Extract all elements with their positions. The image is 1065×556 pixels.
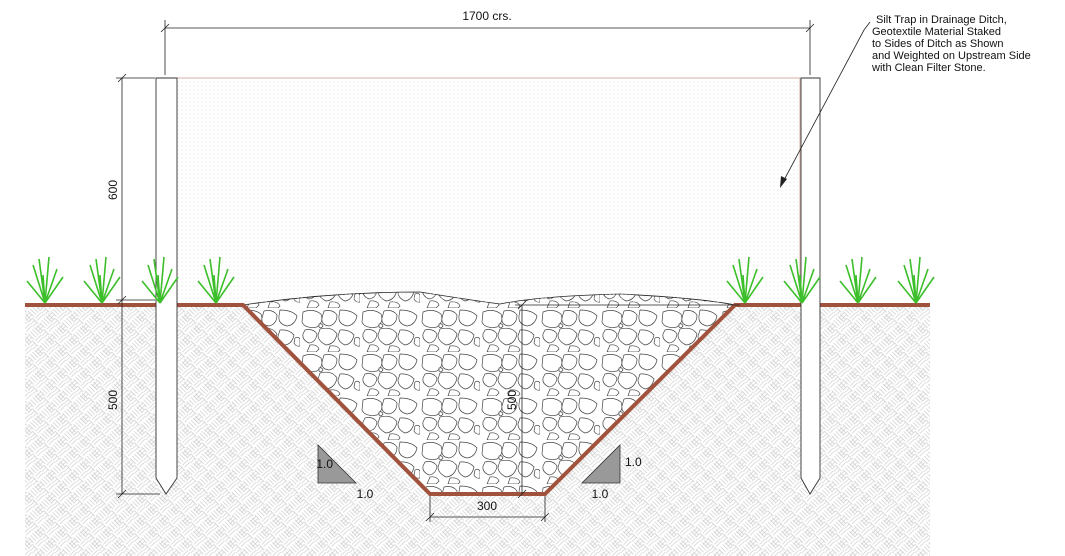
slope-triangle [317,444,357,484]
grass [839,256,877,304]
slope-triangle [581,444,621,484]
grass [897,256,935,304]
dimension-line [116,73,160,499]
note-line: and Weighted on Upstream Side [872,50,1031,62]
dimension-label: 300 [477,499,497,513]
ground-line [25,303,930,496]
note-line: to Sides of Ditch as Shown [872,38,1003,50]
dimension-label: 500 [106,390,120,410]
dimension-label: 600 [106,180,120,200]
slope-rise: 1.0 [625,455,642,469]
soil [25,305,930,556]
geotextile [168,78,800,304]
dimension-line [425,496,550,522]
grass [83,256,121,304]
leader-arrow [780,176,787,188]
slope-rise: 1.0 [316,457,333,471]
note: Silt Trap in Drainage Ditch,Geotextile M… [871,14,1031,74]
grass [26,256,64,304]
note-line: Silt Trap in Drainage Ditch, [876,14,1007,26]
note-line: Geotextile Material Staked [872,26,1001,38]
post [800,77,821,495]
dimension-label: 500 [505,390,519,410]
note-line: with Clean Filter Stone. [871,62,986,74]
slope-run: 1.0 [592,487,609,501]
dimension-line [515,300,740,499]
leader-line [782,21,871,183]
slope-run: 1.0 [357,487,374,501]
dimension-label: 1700 crs. [462,9,511,23]
dimension-line [160,20,815,75]
